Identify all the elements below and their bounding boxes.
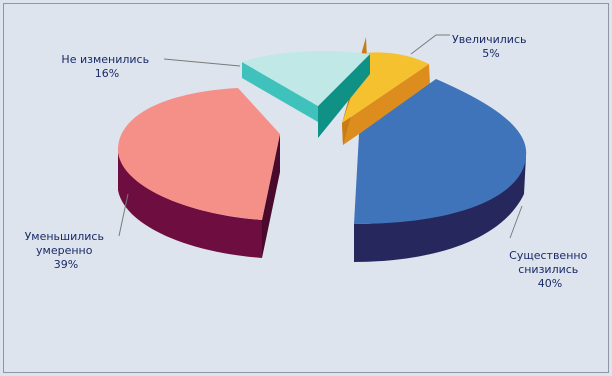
label-uvelichilis: Увеличились 5% bbox=[452, 33, 530, 60]
slice-umenshilis-cut bbox=[262, 134, 280, 258]
label-ne-izmenilis-value: 16% bbox=[95, 67, 119, 80]
label-umenshilis-value: 39% bbox=[54, 258, 78, 271]
slice-uvelichilis-side bbox=[342, 64, 430, 145]
slice-umenshilis-side bbox=[118, 152, 262, 258]
label-ne-izmenilis-name: Не изменились bbox=[61, 53, 149, 66]
label-umenshilis-line1: Уменьшились bbox=[25, 230, 104, 243]
label-umenshilis: Уменьшились умеренно 39% bbox=[25, 230, 108, 271]
label-ne-izmenilis: Не изменились 16% bbox=[61, 53, 152, 80]
slice-ne-izmenilis bbox=[242, 50, 370, 138]
leader-sushchestvenno bbox=[509, 205, 523, 239]
slice-ne-izmenilis-top bbox=[242, 50, 370, 106]
pie-chart: Увеличились 5% Не изменились 16% Уменьши… bbox=[25, 33, 591, 290]
slice-umenshilis bbox=[117, 88, 280, 258]
label-uvelichilis-name: Увеличились bbox=[452, 33, 527, 46]
label-sushchestvenno: Существенно снизились 40% bbox=[509, 249, 591, 290]
label-uvelichilis-value: 5% bbox=[482, 47, 499, 60]
label-sushchestvenno-value: 40% bbox=[538, 277, 562, 290]
label-sushchestvenno-line1: Существенно bbox=[509, 249, 587, 262]
slice-sushchestvenno bbox=[354, 79, 527, 262]
label-sushchestvenno-line2: снизились bbox=[518, 263, 578, 276]
leader-umenshilis bbox=[118, 193, 129, 237]
slice-umenshilis-top bbox=[117, 88, 280, 220]
slice-ne-izmenilis-side bbox=[318, 54, 370, 138]
slice-ne-izmenilis-cut bbox=[242, 62, 318, 122]
leader-ne-izmenilis bbox=[163, 58, 241, 67]
slice-sushchestvenno-side bbox=[354, 156, 526, 262]
label-umenshilis-line2: умеренно bbox=[36, 244, 93, 257]
leader-uvelichilis bbox=[410, 34, 450, 55]
chart-frame: Увеличились 5% Не изменились 16% Уменьши… bbox=[3, 3, 609, 373]
slice-sushchestvenno-top bbox=[354, 79, 527, 224]
